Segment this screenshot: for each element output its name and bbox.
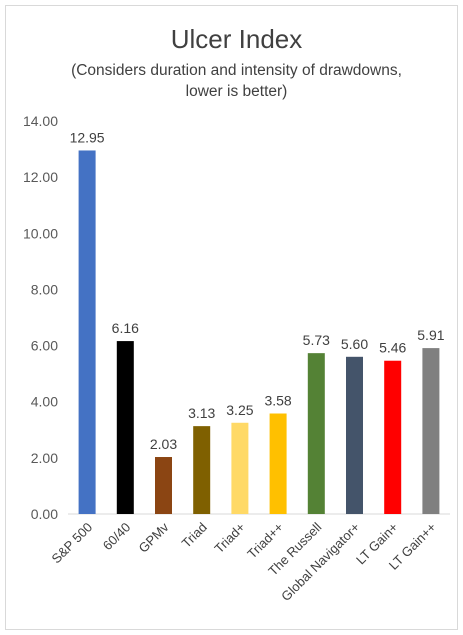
data-label: 3.13 [188,405,215,421]
data-label: 2.03 [150,436,177,452]
y-tick-label: 8.00 [31,281,58,297]
data-label: 3.58 [264,393,291,409]
y-tick-label: 14.00 [23,113,58,129]
y-tick-label: 10.00 [23,225,58,241]
bar [422,348,440,514]
chart-subtitle: (Considers duration and intensity of dra… [71,62,402,100]
data-label: 5.91 [417,327,444,343]
bar [155,457,172,514]
data-label: 3.25 [226,402,253,418]
bar [78,150,96,514]
chart-title: Ulcer Index [170,24,303,54]
x-tick-label: 60/40 [100,520,134,554]
x-tick-label: GPMv [135,519,171,555]
bar [116,341,134,514]
y-tick-label: 2.00 [31,450,58,466]
data-label: 5.60 [341,336,368,352]
bar [269,413,287,514]
y-tick-label: 6.00 [31,338,58,354]
bar [384,360,402,514]
bar [346,356,363,514]
data-label: 6.16 [112,320,139,336]
y-tick-label: 12.00 [23,169,58,185]
data-label: 5.73 [303,332,330,348]
x-tick-label: Triad+ [211,520,248,557]
y-tick-label: 4.00 [31,394,58,410]
bar [231,422,249,514]
x-tick-label: Triad [179,520,210,551]
bar [307,353,325,514]
data-label: 5.46 [379,340,406,356]
y-tick-label: 0.00 [31,506,58,522]
chart-frame [5,5,458,630]
data-label: 12.95 [70,129,105,145]
x-tick-label: S&P 500 [48,520,95,567]
bar [193,426,211,514]
